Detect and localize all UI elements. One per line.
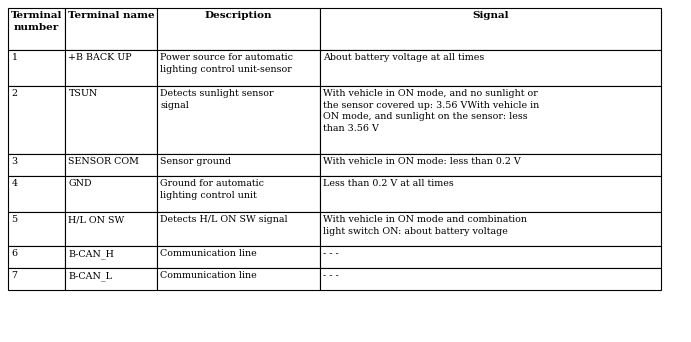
Text: Signal: Signal bbox=[472, 12, 509, 21]
Bar bbox=[8, 154, 65, 176]
Bar bbox=[8, 8, 65, 50]
Bar bbox=[320, 50, 661, 86]
Bar bbox=[157, 154, 320, 176]
Bar bbox=[320, 86, 661, 154]
Bar bbox=[8, 268, 65, 290]
Bar bbox=[8, 176, 65, 212]
Bar bbox=[157, 212, 320, 246]
Bar bbox=[320, 8, 661, 50]
Bar bbox=[157, 8, 320, 50]
Text: Communication line: Communication line bbox=[160, 272, 257, 280]
Text: - - -: - - - bbox=[323, 250, 339, 259]
Text: Description: Description bbox=[205, 12, 272, 21]
Bar bbox=[320, 268, 661, 290]
Bar bbox=[320, 246, 661, 268]
Bar bbox=[65, 176, 157, 212]
Text: Communication line: Communication line bbox=[160, 250, 257, 259]
Text: B-CAN_L: B-CAN_L bbox=[68, 272, 113, 281]
Bar bbox=[65, 268, 157, 290]
Text: H/L ON SW: H/L ON SW bbox=[68, 215, 125, 224]
Bar bbox=[8, 212, 65, 246]
Text: - - -: - - - bbox=[323, 272, 339, 280]
Bar bbox=[8, 86, 65, 154]
Bar bbox=[8, 50, 65, 86]
Bar bbox=[65, 154, 157, 176]
Text: With vehicle in ON mode, and no sunlight or
the sensor covered up: 3.56 VWith ve: With vehicle in ON mode, and no sunlight… bbox=[323, 90, 540, 133]
Text: Detects sunlight sensor
signal: Detects sunlight sensor signal bbox=[160, 90, 274, 110]
Text: GND: GND bbox=[68, 180, 92, 188]
Text: TSUN: TSUN bbox=[68, 90, 97, 98]
Text: SENSOR COM: SENSOR COM bbox=[68, 158, 140, 167]
Text: Power source for automatic
lighting control unit-sensor: Power source for automatic lighting cont… bbox=[160, 53, 294, 74]
Text: 7: 7 bbox=[12, 272, 17, 280]
Bar bbox=[157, 50, 320, 86]
Text: About battery voltage at all times: About battery voltage at all times bbox=[323, 53, 485, 63]
Text: With vehicle in ON mode: less than 0.2 V: With vehicle in ON mode: less than 0.2 V bbox=[323, 158, 521, 167]
Text: 4: 4 bbox=[12, 180, 17, 188]
Text: 5: 5 bbox=[12, 215, 18, 224]
Bar bbox=[8, 246, 65, 268]
Text: Terminal
number: Terminal number bbox=[11, 12, 62, 32]
Text: Ground for automatic
lighting control unit: Ground for automatic lighting control un… bbox=[160, 180, 265, 200]
Text: 6: 6 bbox=[12, 250, 18, 259]
Bar bbox=[65, 86, 157, 154]
Text: Less than 0.2 V at all times: Less than 0.2 V at all times bbox=[323, 180, 454, 188]
Bar bbox=[157, 86, 320, 154]
Text: Terminal name: Terminal name bbox=[68, 12, 154, 21]
Bar bbox=[65, 50, 157, 86]
Text: 3: 3 bbox=[12, 158, 18, 167]
Bar bbox=[157, 176, 320, 212]
Text: +B BACK UP: +B BACK UP bbox=[68, 53, 132, 63]
Bar bbox=[65, 246, 157, 268]
Bar bbox=[320, 212, 661, 246]
Bar bbox=[157, 268, 320, 290]
Bar bbox=[65, 8, 157, 50]
Text: Sensor ground: Sensor ground bbox=[160, 158, 231, 167]
Text: B-CAN_H: B-CAN_H bbox=[68, 250, 115, 259]
Text: 1: 1 bbox=[12, 53, 17, 63]
Text: Detects H/L ON SW signal: Detects H/L ON SW signal bbox=[160, 215, 288, 224]
Text: With vehicle in ON mode and combination
light switch ON: about battery voltage: With vehicle in ON mode and combination … bbox=[323, 215, 527, 236]
Bar bbox=[320, 154, 661, 176]
Text: 2: 2 bbox=[12, 90, 17, 98]
Bar bbox=[320, 176, 661, 212]
Bar bbox=[65, 212, 157, 246]
Bar bbox=[157, 246, 320, 268]
